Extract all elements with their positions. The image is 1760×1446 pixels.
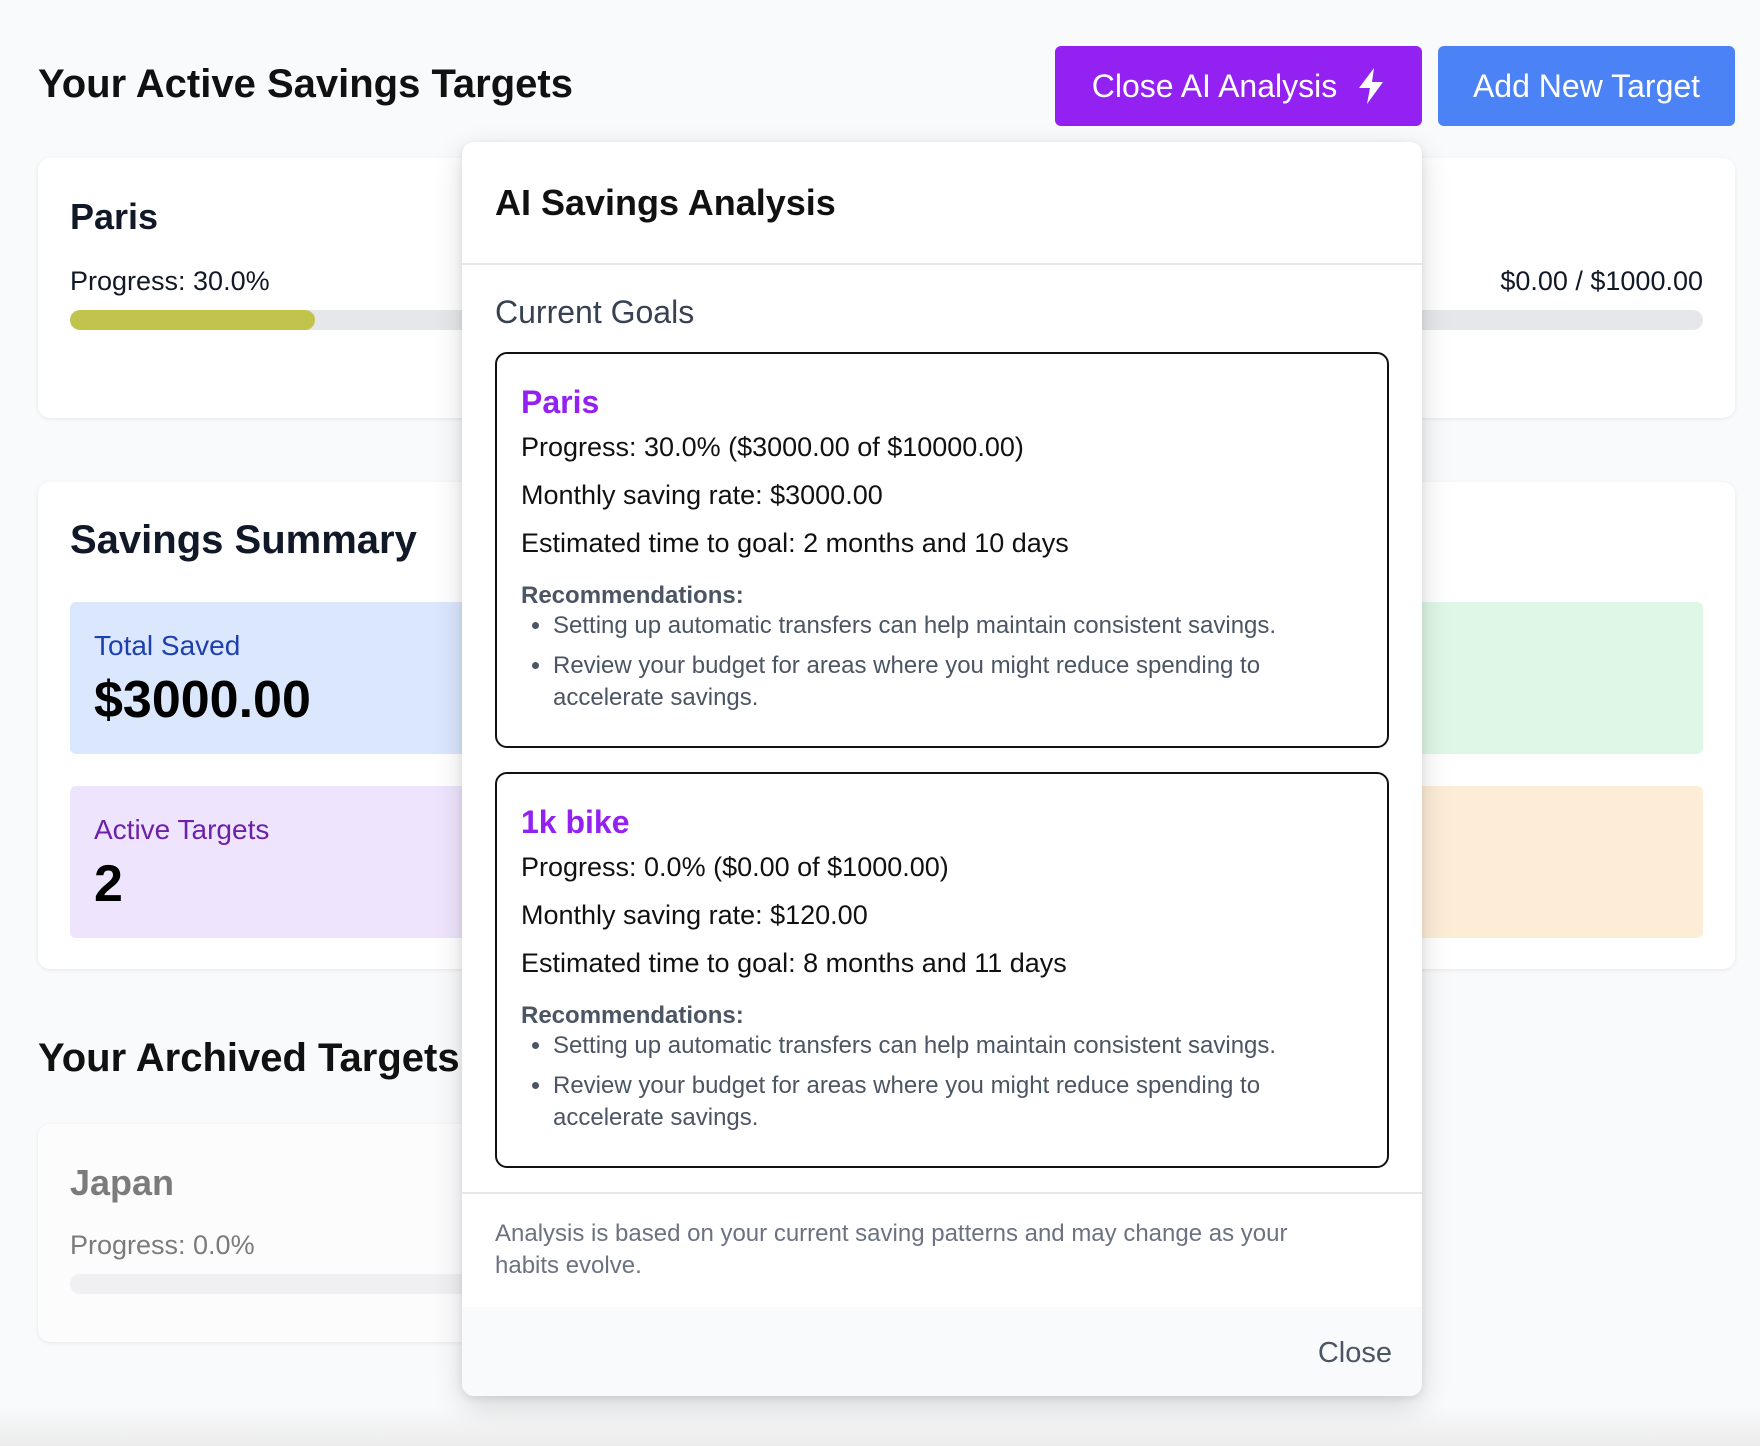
close-button[interactable]: Close xyxy=(1317,1337,1392,1369)
recommendation-item: Review your budget for areas where you m… xyxy=(553,1070,1353,1134)
ai-analysis-modal: AI Savings Analysis Current Goals Paris … xyxy=(462,142,1422,1396)
archived-target-progress: Progress: 0.0% xyxy=(70,1230,255,1260)
archived-progress-bar-track xyxy=(70,1274,538,1294)
modal-header: AI Savings Analysis xyxy=(462,142,1422,265)
goal-monthly-rate: Monthly saving rate: $120.00 xyxy=(521,900,868,930)
target-name: Paris xyxy=(70,196,159,237)
total-saved-tile: Total Saved $3000.00 xyxy=(70,602,530,754)
lightning-bolt-icon xyxy=(1357,67,1385,105)
summary-tile-orange xyxy=(1408,786,1703,938)
goal-analysis-card: 1k bike Progress: 0.0% ($0.00 of $1000.0… xyxy=(495,772,1389,1168)
archived-card-japan[interactable]: Japan Progress: 0.0% xyxy=(38,1124,538,1342)
recommendations-heading: Recommendations: xyxy=(521,1002,744,1029)
active-targets-value: 2 xyxy=(94,855,123,913)
goal-progress: Progress: 0.0% ($0.00 of $1000.00) xyxy=(521,852,949,882)
recommendations-heading: Recommendations: xyxy=(521,582,744,609)
recommendation-item: Review your budget for areas where you m… xyxy=(553,650,1353,714)
analysis-disclaimer: Analysis is based on your current saving… xyxy=(462,1192,1422,1309)
goal-progress: Progress: 30.0% ($3000.00 of $10000.00) xyxy=(521,432,1024,462)
disclaimer-text: Analysis is based on your current saving… xyxy=(495,1220,1288,1279)
target-progress: Progress: 30.0% xyxy=(70,266,270,296)
close-ai-analysis-button[interactable]: Close AI Analysis xyxy=(1055,46,1422,126)
recommendations-list: Setting up automatic transfers can help … xyxy=(521,610,1353,722)
goal-name: 1k bike xyxy=(521,804,630,840)
active-targets-label: Active Targets xyxy=(94,814,270,845)
close-ai-analysis-label: Close AI Analysis xyxy=(1091,67,1338,104)
active-targets-tile: Active Targets 2 xyxy=(70,786,530,938)
goal-monthly-rate: Monthly saving rate: $3000.00 xyxy=(521,480,883,510)
recommendation-item: Setting up automatic transfers can help … xyxy=(553,610,1353,642)
archived-target-name: Japan xyxy=(70,1162,175,1203)
summary-tile-green xyxy=(1408,602,1703,754)
goal-analysis-card: Paris Progress: 30.0% ($3000.00 of $1000… xyxy=(495,352,1389,748)
modal-actions: Close xyxy=(462,1307,1422,1396)
goal-eta: Estimated time to goal: 2 months and 10 … xyxy=(521,528,1069,558)
archived-title: Your Archived Targets xyxy=(38,1036,460,1080)
current-goals-heading: Current Goals xyxy=(495,294,695,330)
recommendation-item: Setting up automatic transfers can help … xyxy=(553,1030,1353,1062)
page-title: Your Active Savings Targets xyxy=(38,62,573,106)
total-saved-value: $3000.00 xyxy=(94,671,311,729)
recommendations-list: Setting up automatic transfers can help … xyxy=(521,1030,1353,1142)
progress-bar-fill xyxy=(70,310,315,330)
goal-eta: Estimated time to goal: 8 months and 11 … xyxy=(521,948,1067,978)
target-amount: $0.00 / $1000.00 xyxy=(1500,266,1703,296)
summary-title: Savings Summary xyxy=(70,518,417,562)
add-new-target-button[interactable]: Add New Target xyxy=(1438,46,1735,126)
modal-title: AI Savings Analysis xyxy=(495,182,836,223)
page-bottom-edge xyxy=(0,1406,1760,1446)
total-saved-label: Total Saved xyxy=(94,630,241,661)
goal-name: Paris xyxy=(521,384,600,420)
